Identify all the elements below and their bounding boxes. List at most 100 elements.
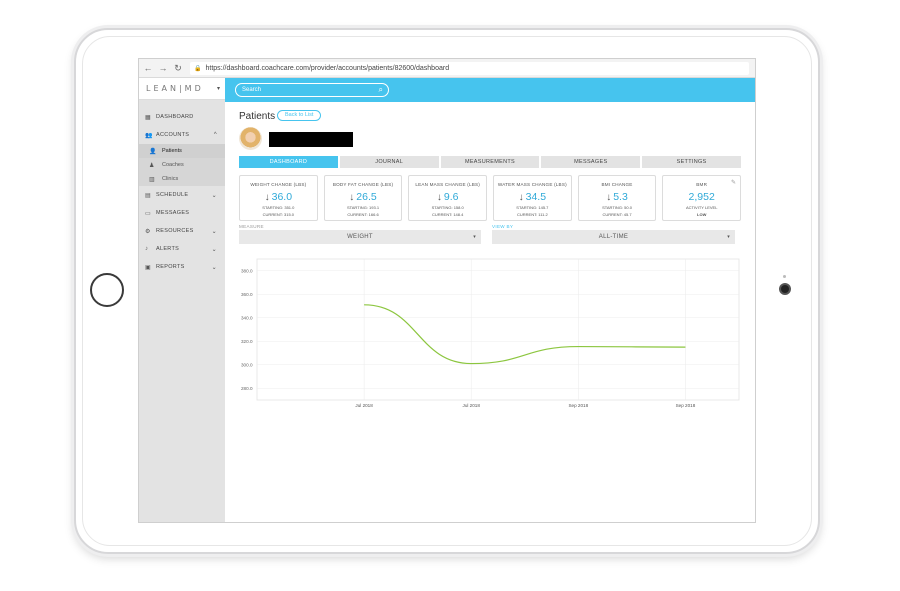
y-tick-label: 360.0: [241, 292, 253, 297]
sidebar-item-reports[interactable]: ▣ REPORTS ⌄: [139, 258, 225, 276]
coach-icon: ♟: [149, 162, 155, 169]
bell-icon: ♪: [145, 246, 149, 252]
card-starting: STARTING: 158.0: [431, 205, 464, 210]
weight-series-line: [364, 304, 686, 365]
card-title: LEAN MASS CHANGE (LBS): [415, 182, 480, 187]
tab-dashboard[interactable]: DASHBOARD: [239, 156, 338, 168]
x-tick-label: Jul 2018: [463, 403, 481, 408]
card-value: 34.5: [525, 191, 547, 203]
avatar: [239, 127, 262, 150]
report-icon: ▣: [145, 264, 151, 271]
sidebar-item-dashboard[interactable]: ▦ DASHBOARD: [139, 108, 225, 126]
card-current: CURRENT: 148.4: [432, 212, 464, 217]
chevron-down-icon: ▾: [473, 234, 476, 240]
x-tick-label: Jul 2018: [355, 403, 373, 408]
card-current: CURRENT: 166.6: [347, 212, 379, 217]
card-value: 9.6: [443, 191, 459, 203]
card-value: 5.3: [613, 191, 628, 203]
card-title: WEIGHT CHANGE (LBS): [250, 182, 307, 187]
tab-measurements[interactable]: MEASUREMENTS: [440, 156, 540, 168]
address-bar[interactable]: 🔒 https://dashboard.coachcare.com/provid…: [190, 61, 749, 75]
tab-journal[interactable]: JOURNAL: [339, 156, 439, 168]
summary-cards: WEIGHT CHANGE (LBS) ↓ 36.0 STARTING: 351.…: [239, 175, 742, 221]
people-icon: 👥: [145, 132, 153, 139]
y-tick-label: 340.0: [241, 315, 253, 320]
card-value: 36.0: [271, 191, 293, 203]
grid-icon: ▦: [145, 114, 151, 121]
arrow-down-icon: ↓: [264, 192, 270, 203]
reload-icon[interactable]: ↻: [174, 62, 182, 73]
chevron-down-icon: ⌄: [211, 192, 217, 199]
person-icon: 👤: [149, 148, 157, 155]
sidebar-subitem-label: Coaches: [162, 162, 184, 168]
y-tick-label: 320.0: [241, 339, 253, 344]
water-mass-change-card: WATER MASS CHANGE (LBS) ↓ 34.5 STARTING: …: [493, 175, 572, 221]
logo: LEAN|MD: [146, 84, 204, 93]
gear-icon: ⚙: [145, 228, 151, 235]
y-tick-label: 300.0: [241, 362, 253, 367]
y-tick-label: 380.0: [241, 268, 253, 273]
chart-svg: 380.0 360.0 340.0 320.0 300.0 280.0 Jul 2018 Ju…: [241, 258, 740, 408]
weight-change-card: WEIGHT CHANGE (LBS) ↓ 36.0 STARTING: 351.…: [239, 175, 318, 221]
activity-level-label: ACTIVITY LEVEL: [685, 205, 718, 210]
sidebar-item-schedule[interactable]: ▤ SCHEDULE ⌄: [139, 186, 225, 204]
main-content: Patients Back to List DASHBOARD JOURNAL …: [225, 102, 755, 522]
sidebar-item-resources[interactable]: ⚙ RESOURCES ⌄: [139, 222, 225, 240]
camera: [781, 285, 789, 293]
card-starting: STARTING: 50.0: [602, 205, 632, 210]
tab-messages[interactable]: MESSAGES: [541, 156, 641, 168]
card-title: BMI CHANGE: [601, 182, 633, 187]
lean-mass-change-card: LEAN MASS CHANGE (LBS) ↓ 9.6 STARTING: 15…: [408, 175, 488, 221]
measure-value: WEIGHT: [347, 234, 373, 240]
card-current: CURRENT: 111.2: [516, 212, 548, 217]
search-icon[interactable]: ⌕: [378, 85, 383, 94]
forward-arrow-icon[interactable]: →: [158, 63, 168, 73]
sidebar-item-label: RESOURCES: [156, 228, 194, 234]
chat-icon: ▭: [145, 210, 151, 217]
x-tick-label: Sep 2018: [568, 403, 588, 408]
url-text: https://dashboard.coachcare.com/provider…: [205, 64, 450, 72]
sidebar-item-label: MESSAGES: [156, 210, 190, 216]
card-title: BMR: [696, 182, 708, 187]
building-icon: ▥: [149, 176, 155, 183]
weight-chart: 380.0 360.0 340.0 320.0 300.0 280.0 Jul 2018 Ju…: [239, 254, 741, 414]
pencil-icon[interactable]: ✎: [731, 180, 737, 186]
back-to-list-button[interactable]: Back to List: [277, 110, 322, 121]
view-by-value: ALL-TIME: [598, 234, 629, 240]
y-tick-label: 280.0: [241, 386, 253, 391]
back-arrow-icon[interactable]: ←: [143, 63, 153, 73]
logo-area[interactable]: LEAN|MD ▾: [139, 78, 225, 100]
sidebar-subitem-patients[interactable]: 👤 Patients: [139, 144, 225, 158]
sidebar-subitem-label: Clinics: [162, 176, 179, 182]
sidebar-subitem-clinics[interactable]: ▥ Clinics: [139, 172, 225, 186]
card-current: CURRENT: 45.7: [602, 212, 632, 217]
browser-toolbar: ← → ↻ 🔒 https://dashboard.coachcare.com/…: [139, 59, 755, 78]
view-by-select[interactable]: ALL-TIME ▾: [492, 230, 735, 244]
chevron-down-icon: ⌄: [211, 246, 217, 253]
screen: ← → ↻ 🔒 https://dashboard.coachcare.com/…: [138, 58, 756, 523]
bmr-card: ✎ BMR 2,952 ACTIVITY LEVEL LOW: [662, 175, 742, 221]
card-title: BODY FAT CHANGE (LBS): [332, 182, 394, 187]
sidebar-subitem-coaches[interactable]: ♟ Coaches: [139, 158, 225, 172]
sidebar-item-messages[interactable]: ▭ MESSAGES: [139, 204, 225, 222]
arrow-down-icon: ↓: [349, 192, 355, 203]
tab-settings[interactable]: SETTINGS: [642, 156, 741, 168]
card-current: CURRENT: 315.0: [262, 212, 294, 217]
measure-select[interactable]: WEIGHT ▾: [239, 230, 481, 244]
bmi-change-card: BMI CHANGE ↓ 5.3 STARTING: 50.0 CURRENT: …: [577, 175, 657, 221]
chevron-up-icon: ^: [213, 132, 217, 138]
redacted-name: [269, 132, 353, 147]
sidebar-item-label: SCHEDULE: [156, 192, 189, 198]
chevron-down-icon: ⌄: [211, 228, 217, 235]
sidebar-item-label: ACCOUNTS: [156, 132, 190, 138]
logo-dropdown-icon[interactable]: ▾: [216, 86, 220, 92]
search-input[interactable]: Search ⌕: [235, 83, 389, 97]
sidebar-item-alerts[interactable]: ♪ ALERTS ⌄: [139, 240, 225, 258]
chevron-down-icon: ⌄: [211, 264, 217, 271]
card-value: 26.5: [356, 191, 377, 203]
view-by-label: VIEW BY: [492, 224, 514, 229]
sidebar-item-accounts[interactable]: 👥 ACCOUNTS ^: [139, 126, 225, 144]
arrow-down-icon: ↓: [436, 192, 442, 203]
page-title: Patients: [239, 111, 276, 122]
home-button[interactable]: [90, 273, 124, 307]
